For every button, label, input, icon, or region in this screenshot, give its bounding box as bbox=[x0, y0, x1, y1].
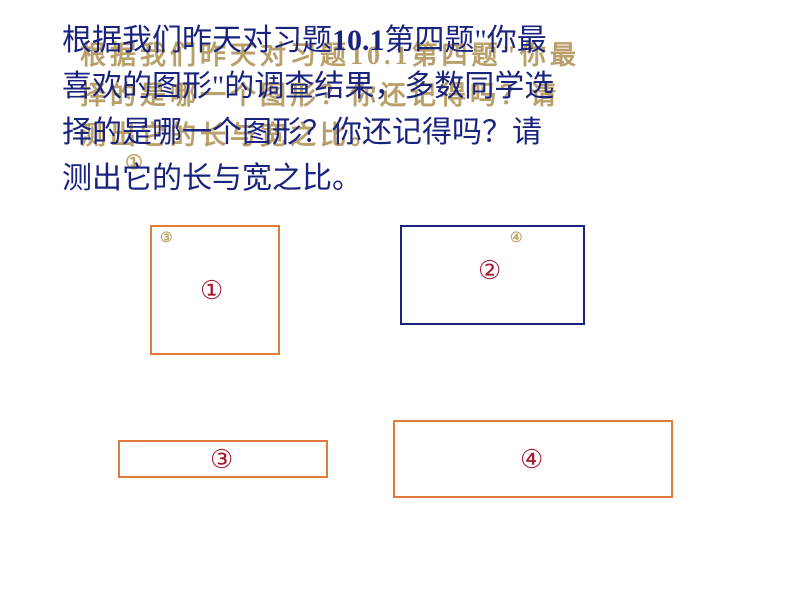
q-line2: 喜欢的图形"的调查结果，多数同学选 bbox=[62, 70, 554, 103]
q-line3: 择的是哪一个图形？你还记得吗？请 bbox=[62, 116, 542, 149]
q-line1-num: 10.1 bbox=[332, 24, 385, 57]
shape-4-label: ④ bbox=[520, 444, 543, 475]
question-text: 根据我们昨天对习题10.1第四题"你最 喜欢的图形"的调查结果，多数同学选 择的… bbox=[62, 18, 722, 202]
q-line1-c: 第四题"你最 bbox=[385, 24, 547, 57]
shape-1-ghost-label: ③ bbox=[160, 230, 173, 247]
shape-2-ghost-label: ④ bbox=[510, 230, 523, 247]
q-line4: 测出它的长与宽之比。 bbox=[62, 162, 362, 195]
q-line1-a: 根据我们昨天对习题 bbox=[62, 24, 332, 57]
shape-1-label: ① bbox=[200, 275, 223, 306]
shape-2-label: ② bbox=[478, 255, 501, 286]
shape-3-label: ③ bbox=[210, 444, 233, 475]
